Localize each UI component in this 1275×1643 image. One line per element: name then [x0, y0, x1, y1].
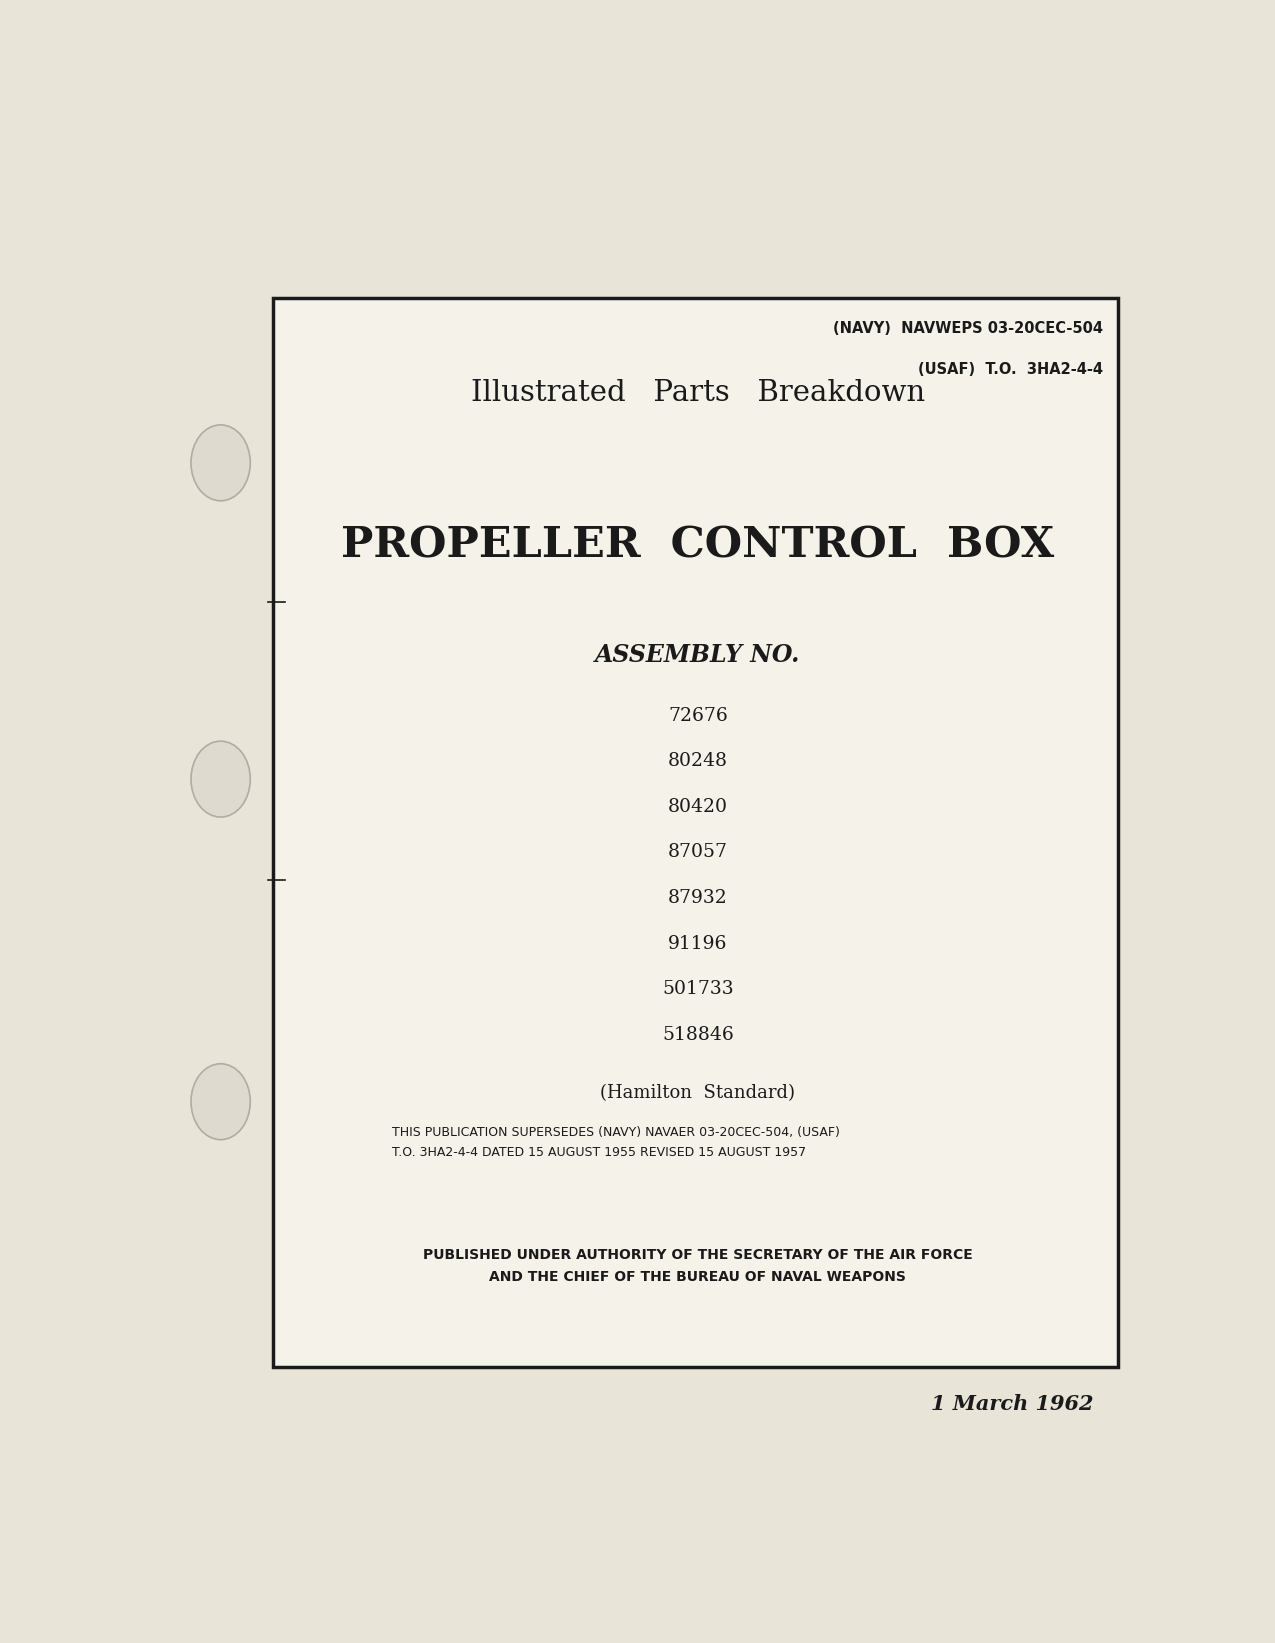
Text: (NAVY)  NAVWEPS 03-20CEC-504: (NAVY) NAVWEPS 03-20CEC-504	[833, 320, 1103, 337]
Text: 72676: 72676	[668, 706, 728, 725]
Text: ASSEMBLY NO.: ASSEMBLY NO.	[595, 642, 801, 667]
Text: PUBLISHED UNDER AUTHORITY OF THE SECRETARY OF THE AIR FORCE
AND THE CHIEF OF THE: PUBLISHED UNDER AUTHORITY OF THE SECRETA…	[423, 1249, 973, 1285]
Circle shape	[191, 426, 250, 501]
Text: THIS PUBLICATION SUPERSEDES (NAVY) NAVAER 03-20CEC-504, (USAF)
T.O. 3HA2-4-4 DAT: THIS PUBLICATION SUPERSEDES (NAVY) NAVAE…	[391, 1125, 839, 1158]
Text: Illustrated   Parts   Breakdown: Illustrated Parts Breakdown	[470, 380, 924, 407]
FancyBboxPatch shape	[273, 299, 1118, 1367]
Text: 80248: 80248	[668, 752, 728, 771]
Text: 518846: 518846	[662, 1025, 734, 1043]
Text: 1 March 1962: 1 March 1962	[931, 1393, 1093, 1415]
Text: 80420: 80420	[668, 798, 728, 817]
Circle shape	[191, 1063, 250, 1140]
Text: 87057: 87057	[668, 843, 728, 861]
Text: (Hamilton  Standard): (Hamilton Standard)	[601, 1084, 796, 1102]
Text: 91196: 91196	[668, 935, 728, 953]
Text: 87932: 87932	[668, 889, 728, 907]
Text: 501733: 501733	[662, 981, 733, 997]
Text: PROPELLER  CONTROL  BOX: PROPELLER CONTROL BOX	[342, 524, 1054, 567]
Text: (USAF)  T.O.  3HA2-4-4: (USAF) T.O. 3HA2-4-4	[918, 361, 1103, 376]
Circle shape	[191, 741, 250, 817]
